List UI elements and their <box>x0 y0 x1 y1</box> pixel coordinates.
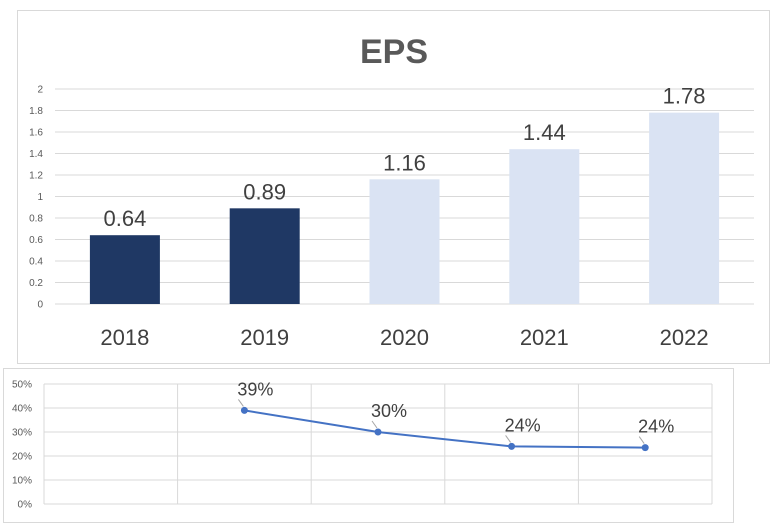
data-label: 1.16 <box>383 150 426 175</box>
leader-line <box>505 435 512 443</box>
x-tick-label: 2019 <box>240 325 289 350</box>
y-tick-label: 40% <box>12 404 32 415</box>
bar <box>369 179 440 304</box>
y-tick-label: 50% <box>12 380 32 391</box>
y-tick-label: 0 <box>37 300 43 311</box>
x-tick-label: 2021 <box>520 325 569 350</box>
data-point <box>641 444 649 452</box>
y-tick-label: 0.4 <box>29 257 43 268</box>
data-point <box>374 428 382 436</box>
eps-bar-chart-svg: EPS 0 0.2 0.4 0.6 0.8 1 1.2 1.4 1.6 1.8 2 0.64 2018 0… <box>29 33 754 350</box>
leader-line <box>237 399 244 407</box>
data-label: 1.44 <box>523 120 566 145</box>
point-label: 30% <box>371 401 407 421</box>
y-tick-label: 0% <box>18 500 33 511</box>
data-label: 0.89 <box>243 179 286 204</box>
point-label: 39% <box>237 379 273 399</box>
chart-title: EPS <box>360 33 428 71</box>
y-tick-label: 10% <box>12 476 32 487</box>
y-tick-label: 2 <box>37 85 43 96</box>
y-tick-label: 20% <box>12 452 32 463</box>
bar <box>649 112 720 305</box>
series-line <box>244 409 646 449</box>
y-tick-label: 1.2 <box>29 171 43 182</box>
y-tick-label: 0.8 <box>29 214 43 225</box>
point-label: 24% <box>505 415 541 435</box>
data-point <box>508 442 516 450</box>
growth-line-chart-svg: 0% 10% 20% 30% 40% 50% 39% 30% 24% 24% <box>12 379 713 511</box>
data-label: 1.78 <box>663 84 706 109</box>
x-tick-label: 2018 <box>100 325 149 350</box>
data-label: 0.64 <box>103 206 146 231</box>
eps-bar-chart: EPS 0 0.2 0.4 0.6 0.8 1 1.2 1.4 1.6 1.8 2 0.64 2018 0… <box>17 10 770 364</box>
bar <box>229 208 300 304</box>
y-tick-label: 1 <box>37 192 43 203</box>
bar <box>509 149 580 304</box>
y-tick-label: 1.6 <box>29 128 43 139</box>
x-tick-label: 2022 <box>660 325 709 350</box>
y-tick-label: 0.2 <box>29 278 43 289</box>
bar <box>89 235 160 304</box>
x-tick-label: 2020 <box>380 325 429 350</box>
growth-line-chart: 0% 10% 20% 30% 40% 50% 39% 30% 24% 24% <box>3 368 734 523</box>
leader-line <box>638 436 645 444</box>
y-tick-label: 1.4 <box>29 149 43 160</box>
point-label: 24% <box>638 417 674 437</box>
y-tick-label: 1.8 <box>29 106 43 117</box>
y-tick-label: 30% <box>12 428 32 439</box>
y-tick-label: 0.6 <box>29 235 43 246</box>
leader-line <box>371 420 378 429</box>
data-point <box>240 406 248 414</box>
